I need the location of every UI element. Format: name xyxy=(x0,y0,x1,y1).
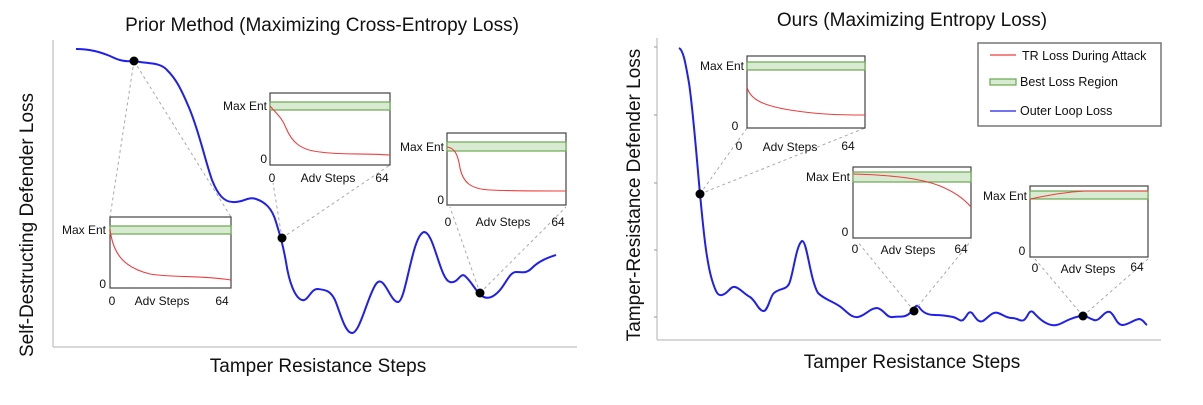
left-title: Prior Method (Maximizing Cross-Entropy L… xyxy=(125,15,519,36)
inset-max-ent-label: Max Ent xyxy=(700,59,745,73)
left-inset-2: Max Ent 0 0 Adv Steps 64 xyxy=(223,92,391,239)
inset-x-label: Adv Steps xyxy=(135,294,190,308)
legend-item-best-region: Best Loss Region xyxy=(1020,75,1118,89)
inset-y-zero-label: 0 xyxy=(437,193,444,207)
inset-x-label: Adv Steps xyxy=(763,140,818,154)
best-loss-region xyxy=(109,225,232,235)
left-inset-3: Max Ent 0 0 Adv Steps 64 xyxy=(400,132,567,294)
best-loss-region xyxy=(852,171,972,183)
right-y-label: Tamper-Resistance Defender Loss xyxy=(624,49,645,342)
inset-x-max-label: 64 xyxy=(1130,260,1144,274)
legend: TR Loss During Attack Best Loss Region O… xyxy=(977,42,1162,127)
inset-x-max-label: 64 xyxy=(551,215,565,229)
tr-loss-curve xyxy=(852,173,972,208)
inset-x-label: Adv Steps xyxy=(476,215,531,229)
best-loss-region xyxy=(269,101,391,111)
legend-green-rect-icon xyxy=(989,78,1017,86)
right-title: Ours (Maximizing Entropy Loss) xyxy=(777,10,1047,31)
inset-x-label: Adv Steps xyxy=(881,243,936,257)
left-x-label: Tamper Resistance Steps xyxy=(210,356,427,377)
inset-x-max-label: 64 xyxy=(375,171,389,185)
inset-max-ent-label: Max Ent xyxy=(62,223,107,237)
checkpoint-dot xyxy=(475,288,485,298)
inset-max-ent-label: Max Ent xyxy=(983,189,1028,203)
tr-loss-curve xyxy=(446,146,567,192)
inset-max-ent-label: Max Ent xyxy=(806,170,851,184)
best-loss-region xyxy=(746,61,866,71)
best-loss-region xyxy=(1029,190,1149,200)
left-panel: Prior Method (Maximizing Cross-Entropy L… xyxy=(17,15,577,377)
right-inset-3: Max Ent 0 0 Adv Steps 64 xyxy=(983,185,1149,317)
inset-y-zero-label: 0 xyxy=(1019,244,1026,258)
inset-x-zero-label: 0 xyxy=(109,294,116,308)
inset-x-zero-label: 0 xyxy=(736,139,743,153)
checkpoint-dot xyxy=(129,56,139,66)
tr-loss-curve xyxy=(269,105,391,156)
best-loss-region xyxy=(446,141,567,152)
right-x-label: Tamper Resistance Steps xyxy=(804,352,1021,373)
legend-item-tr-loss: TR Loss During Attack xyxy=(1022,49,1147,63)
inset-x-zero-label: 0 xyxy=(852,242,859,256)
inset-y-zero-label: 0 xyxy=(842,225,849,239)
inset-x-zero-label: 0 xyxy=(269,171,276,185)
inset-x-zero-label: 0 xyxy=(445,215,452,229)
checkpoint-dot xyxy=(277,233,287,243)
inset-x-label: Adv Steps xyxy=(1061,262,1116,276)
right-inset-1: Max Ent 0 0 Adv Steps 64 xyxy=(699,55,866,195)
inset-max-ent-label: Max Ent xyxy=(223,99,268,113)
tr-loss-curve xyxy=(746,86,866,116)
checkpoint-dot xyxy=(695,189,705,199)
checkpoint-dot xyxy=(1078,311,1088,321)
inset-x-max-label: 64 xyxy=(215,294,229,308)
inset-y-zero-label: 0 xyxy=(732,119,739,133)
right-y-ticks xyxy=(654,46,657,318)
inset-x-max-label: 64 xyxy=(954,242,968,256)
inset-x-max-label: 64 xyxy=(841,139,855,153)
inset-y-zero-label: 0 xyxy=(260,152,267,166)
inset-y-zero-label: 0 xyxy=(99,277,106,291)
inset-x-zero-label: 0 xyxy=(1032,261,1039,275)
tr-loss-curve xyxy=(109,228,232,281)
checkpoint-dot xyxy=(909,306,919,316)
inset-x-label: Adv Steps xyxy=(301,171,356,185)
left-inset-1: Max Ent 0 0 Adv Steps 64 xyxy=(62,60,232,308)
right-inset-2: Max Ent 0 0 Adv Steps 64 xyxy=(806,166,972,312)
left-y-label: Self-Destructing Defender Loss xyxy=(17,93,38,357)
legend-item-outer-loop: Outer Loop Loss xyxy=(1020,104,1112,118)
inset-max-ent-label: Max Ent xyxy=(400,140,445,154)
right-panel: Ours (Maximizing Entropy Loss) Tamper-Re… xyxy=(624,10,1162,373)
tr-loss-curve xyxy=(1029,190,1148,200)
right-outer-loop-curve xyxy=(678,47,1148,327)
